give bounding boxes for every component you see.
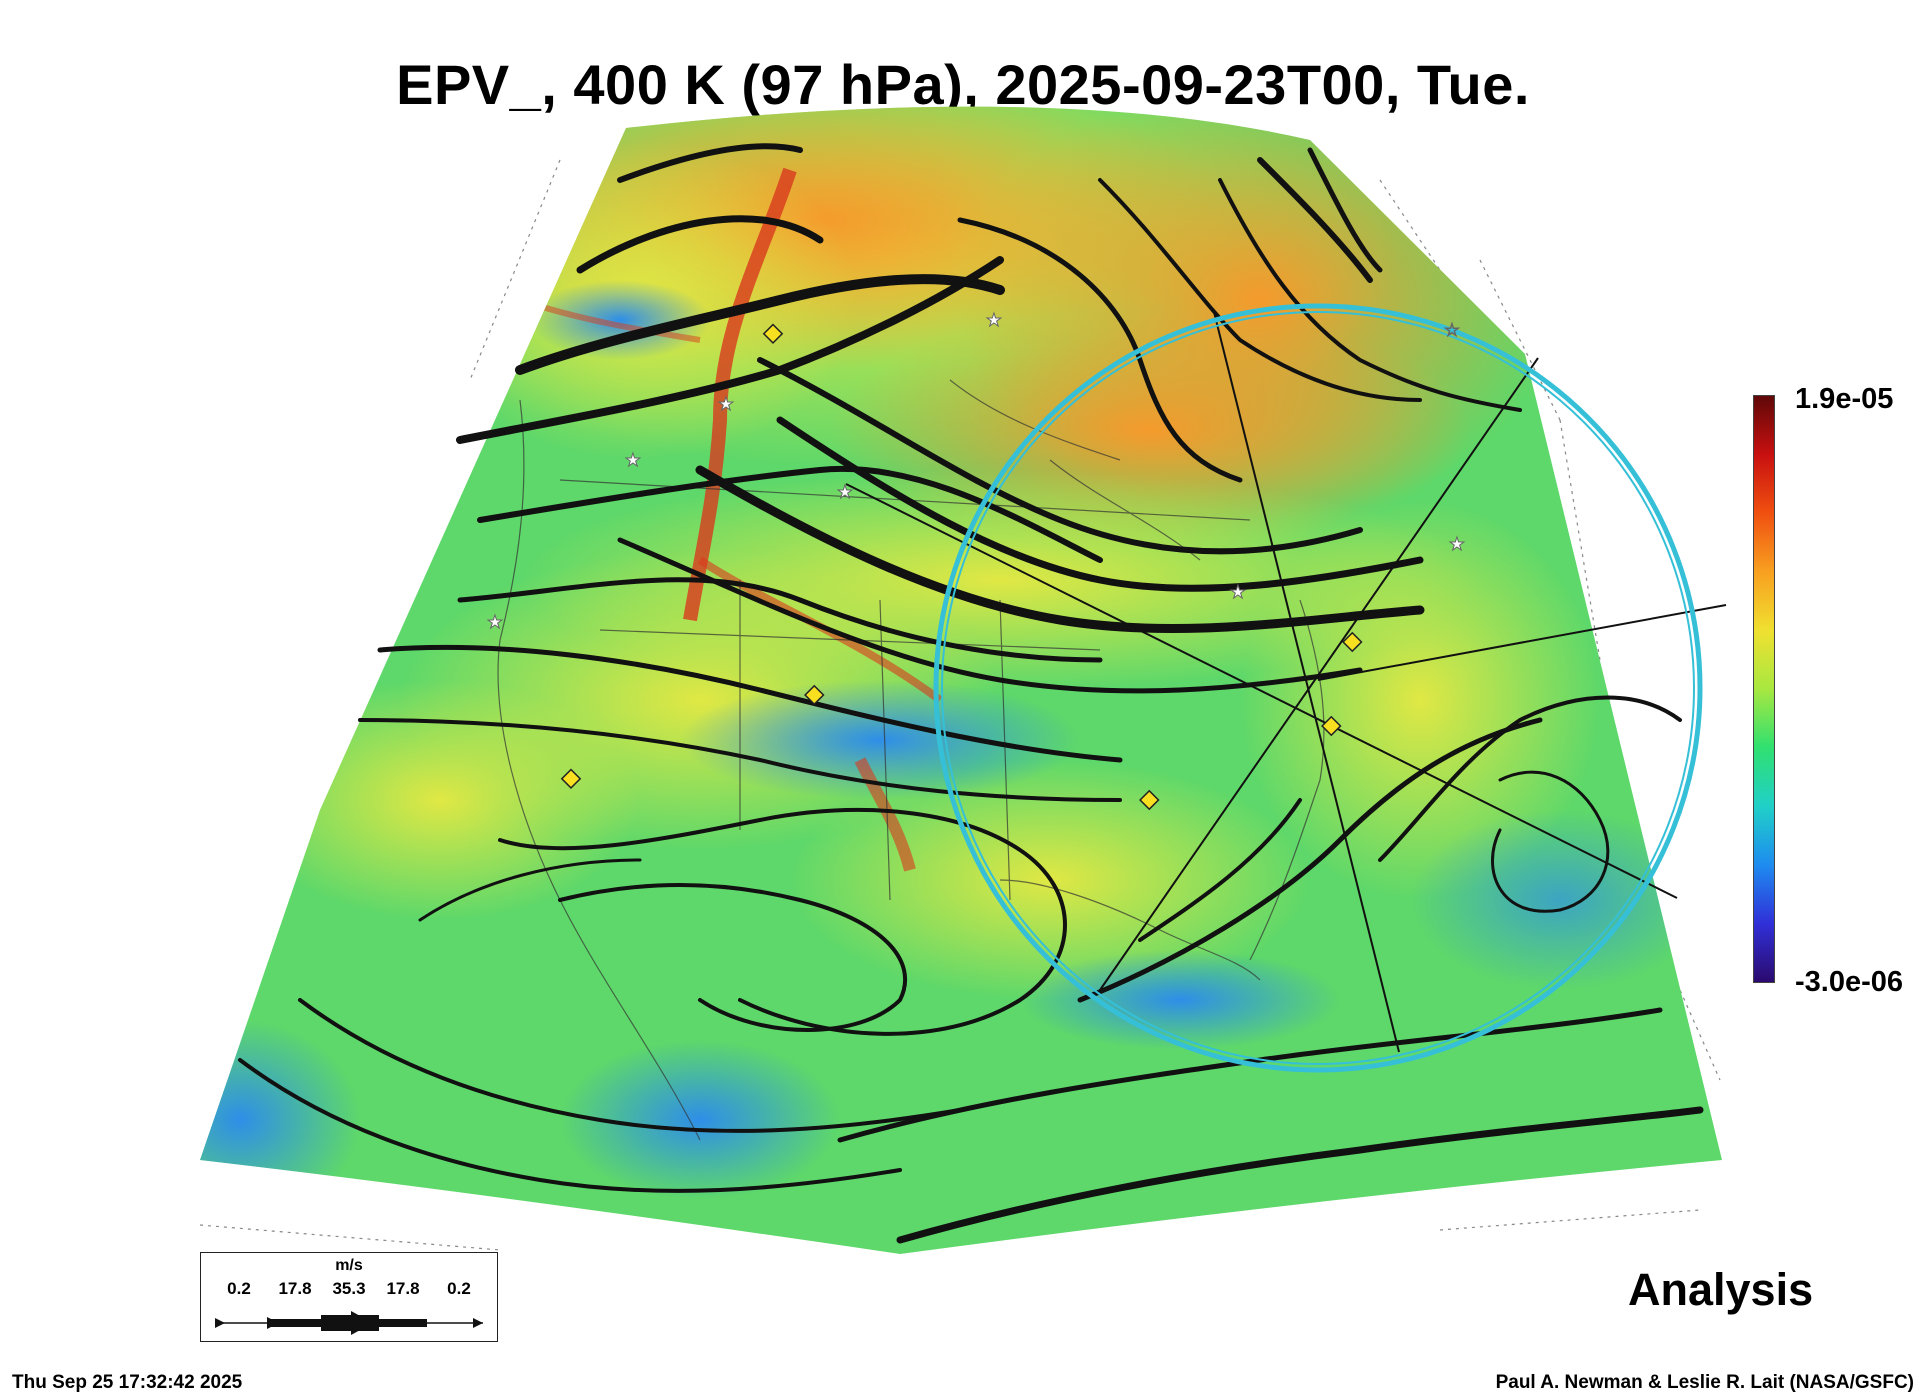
wind-streamlines	[238, 143, 1704, 1244]
wind-legend-unit: m/s	[335, 1257, 363, 1274]
footer-timestamp: Thu Sep 25 17:32:42 2025	[12, 1372, 243, 1393]
colorbar-max-label: 1.9e-05	[1795, 383, 1894, 415]
wind-legend-value: 17.8	[386, 1279, 420, 1298]
svg-text:★: ★	[487, 612, 503, 633]
cross-section-lines	[845, 311, 1727, 1053]
wind-legend-value: 0.2	[447, 1279, 471, 1298]
svg-text:★: ★	[1449, 534, 1465, 555]
footer-credit: Paul A. Newman & Leslie R. Lait (NASA/GS…	[1495, 1372, 1914, 1393]
station-diamonds	[560, 323, 1363, 811]
wind-legend-arrows	[215, 1311, 483, 1335]
svg-text:★: ★	[718, 394, 734, 415]
svg-text:★: ★	[986, 310, 1002, 331]
wind-legend: m/s 0.2 17.8 35.3 17.8 0.2	[200, 1252, 498, 1342]
wind-legend-value: 0.2	[227, 1279, 251, 1298]
analysis-label: Analysis	[1628, 1264, 1814, 1315]
svg-text:★: ★	[625, 450, 641, 471]
svg-text:★: ★	[837, 482, 853, 503]
reference-ring	[933, 303, 1703, 1073]
wind-legend-value: 35.3	[332, 1279, 366, 1298]
colorbar	[1753, 395, 1775, 983]
svg-text:☆: ☆	[1444, 320, 1460, 341]
station-stars: ★ ★ ★ ★ ★ ★ ★ ☆	[486, 310, 1465, 634]
wind-legend-value: 17.8	[278, 1279, 312, 1298]
svg-text:★: ★	[1230, 582, 1246, 603]
map-title: EPV_, 400 K (97 hPa), 2025-09-23T00, Tue…	[396, 53, 1530, 116]
colorbar-min-label: -3.0e-06	[1795, 966, 1904, 998]
